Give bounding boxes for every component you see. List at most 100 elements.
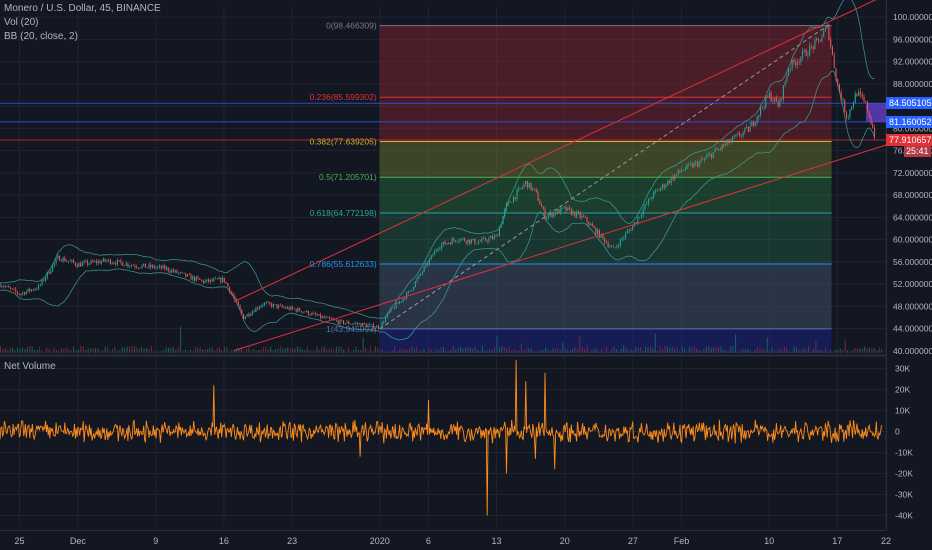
volume-bar (97, 348, 99, 353)
net-volume-pane-title[interactable]: Net Volume (4, 361, 56, 372)
volume-bar (718, 346, 720, 353)
volume-bar (830, 350, 832, 353)
volume-bar (421, 351, 423, 353)
volume-bar (484, 350, 486, 353)
candle-body (348, 321, 350, 324)
candle-body (330, 318, 332, 320)
volume-bar (355, 347, 357, 353)
volume-bar (85, 350, 87, 353)
candle-body (817, 38, 819, 40)
candle-body (807, 55, 809, 56)
volume-bar (674, 349, 676, 353)
candle-body (325, 317, 327, 319)
volume-bar (452, 346, 454, 353)
volume-bar (199, 347, 201, 353)
volume-bar (408, 349, 410, 353)
candle-body (661, 184, 664, 188)
candle-body (868, 111, 870, 118)
volume-bar (873, 348, 875, 353)
candle-body (800, 57, 802, 62)
volume-bar (46, 347, 48, 353)
volume-bar (435, 349, 437, 353)
symbol-title[interactable]: Monero / U.S. Dollar, 45, BINANCE (4, 3, 161, 14)
candle-body (165, 267, 168, 270)
fibonacci-retracement[interactable]: 0(98.466309) 0.236(85.599302) 0.382(77.639… (310, 21, 832, 353)
candle-body (200, 279, 203, 281)
candle-body (567, 207, 569, 211)
candle-body (442, 241, 444, 245)
candle-body (565, 206, 567, 211)
candle-body (765, 96, 767, 108)
candle-body (174, 270, 176, 272)
candle-body (639, 216, 641, 218)
volume-bar (289, 348, 291, 353)
candle-body (507, 201, 509, 204)
volume-bar (856, 348, 858, 353)
volume-bar (90, 348, 92, 353)
volume-bar (513, 348, 515, 353)
volume-bar (774, 351, 776, 353)
candle-body (136, 266, 138, 268)
candle-body (335, 320, 338, 321)
candle-body (38, 285, 40, 289)
volume-bar (649, 346, 651, 353)
candle-body (519, 188, 522, 189)
candle-body (195, 276, 197, 281)
candle-body (22, 292, 24, 294)
volume-bar (219, 347, 221, 353)
candle-body (385, 317, 387, 323)
time-tick-label: 17 (832, 536, 842, 546)
volume-bar (338, 346, 340, 353)
candle-body (18, 293, 20, 295)
bollinger-indicator-label[interactable]: BB (20, close, 2) (4, 31, 78, 42)
volume-bar (223, 346, 225, 353)
volume-bar (177, 346, 179, 353)
bollinger-lower (0, 70, 875, 341)
candle-body (81, 262, 83, 267)
volume-bar (589, 351, 591, 353)
candle-body (863, 97, 865, 102)
volume-bar (399, 349, 401, 353)
candle-body (600, 234, 602, 238)
candle-body (229, 286, 231, 293)
volume-bar (450, 350, 452, 353)
volume-indicator-label[interactable]: Vol (20) (4, 17, 39, 28)
candle-body (849, 109, 851, 117)
candle-body (462, 238, 464, 239)
volume-bar (593, 348, 595, 353)
volume-bar (17, 347, 19, 353)
price-label-high: 84.505105 (886, 97, 932, 110)
candle-body (847, 116, 849, 118)
candle-body (395, 302, 397, 309)
volume-bar (701, 350, 703, 353)
candle-body (486, 240, 488, 242)
candle-body (514, 197, 516, 199)
volume-bar (192, 351, 194, 353)
ascending-channel[interactable] (233, 0, 887, 352)
candle-body (223, 277, 225, 282)
candle-body (733, 136, 735, 137)
candle-body (334, 319, 336, 321)
candle-body (320, 314, 322, 319)
candle-body (146, 267, 148, 268)
candle-body (474, 238, 476, 244)
candle-body (712, 152, 714, 158)
candle-body (441, 244, 443, 249)
volume-bar (837, 350, 839, 353)
volume-bar (586, 346, 588, 353)
volume-bar (189, 349, 191, 353)
volume-bar (696, 348, 698, 353)
volume-bar (834, 349, 836, 353)
volume-bar (221, 349, 223, 353)
candle-body (681, 170, 683, 172)
candle-body (251, 311, 253, 315)
volume-bar (250, 351, 252, 353)
candle-body (516, 190, 518, 199)
volume-bar (854, 348, 856, 353)
candle-body (244, 316, 246, 320)
volume-bar (12, 347, 14, 353)
candle-body (262, 304, 264, 306)
volume-bar (511, 350, 513, 353)
candle-body (92, 260, 94, 262)
